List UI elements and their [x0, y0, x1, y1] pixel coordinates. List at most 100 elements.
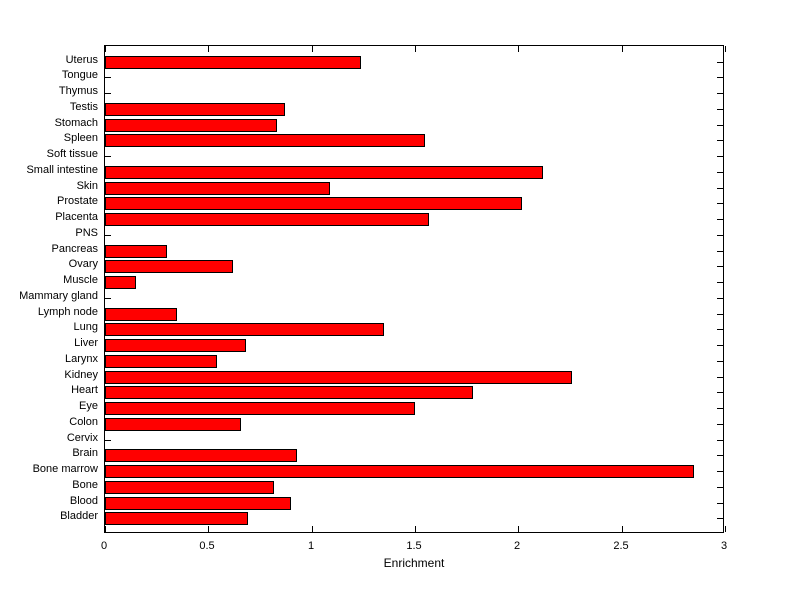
- y-tick-right: [717, 93, 723, 94]
- y-tick-label: Liver: [74, 337, 98, 349]
- bar-heart: [105, 386, 473, 399]
- y-tick-label: Placenta: [55, 211, 98, 223]
- y-tick-right: [717, 235, 723, 236]
- y-tick-label: Heart: [71, 384, 98, 396]
- y-tick-label: Ovary: [68, 258, 98, 270]
- x-tick-top: [622, 46, 623, 52]
- bar-bladder: [105, 512, 248, 525]
- y-tick-label: Bone: [72, 479, 98, 491]
- bar-kidney: [105, 371, 572, 384]
- y-tick-label: Eye: [79, 400, 98, 412]
- y-tick-label: PNS: [75, 227, 98, 239]
- plot-area: [104, 45, 726, 533]
- x-tick-top: [518, 46, 519, 52]
- bar-small-intestine: [105, 166, 543, 179]
- bar-brain: [105, 449, 297, 462]
- y-tick-right: [717, 329, 723, 330]
- x-tick-top: [105, 46, 106, 52]
- x-tick-label: 2.5: [613, 540, 629, 552]
- y-tick-left: [105, 235, 111, 236]
- bar-prostate: [105, 197, 522, 210]
- x-tick-bottom: [312, 526, 313, 532]
- y-tick-label: Lymph node: [37, 306, 98, 318]
- y-tick-right: [717, 314, 723, 315]
- y-tick-right: [717, 203, 723, 204]
- y-tick-right: [717, 361, 723, 362]
- y-tick-left: [105, 77, 111, 78]
- y-tick-right: [717, 424, 723, 425]
- x-tick-bottom: [208, 526, 209, 532]
- y-tick-label: Skin: [76, 180, 98, 192]
- y-tick-left: [105, 156, 111, 157]
- y-tick-right: [717, 392, 723, 393]
- bar-colon: [105, 418, 241, 431]
- y-tick-label: Thymus: [58, 85, 98, 97]
- x-tick-bottom: [105, 526, 106, 532]
- x-tick-label: 1: [307, 540, 315, 552]
- y-tick-right: [717, 471, 723, 472]
- y-tick-left: [105, 440, 111, 441]
- x-tick-label: 1.5: [406, 540, 422, 552]
- y-tick-right: [717, 156, 723, 157]
- y-tick-label: Soft tissue: [46, 148, 98, 160]
- y-tick-right: [717, 140, 723, 141]
- y-tick-label: Brain: [72, 447, 98, 459]
- y-tick-label: Spleen: [63, 132, 98, 144]
- y-tick-label: Larynx: [64, 353, 98, 365]
- y-tick-label: Bladder: [60, 510, 98, 522]
- bar-liver: [105, 339, 246, 352]
- bar-spleen: [105, 134, 425, 147]
- y-tick-right: [717, 282, 723, 283]
- x-tick-bottom: [518, 526, 519, 532]
- y-tick-right: [717, 408, 723, 409]
- y-tick-label: Colon: [69, 416, 98, 428]
- bar-eye: [105, 402, 415, 415]
- y-tick-left: [105, 298, 111, 299]
- y-tick-right: [717, 503, 723, 504]
- bar-testis: [105, 103, 285, 116]
- bar-blood: [105, 497, 291, 510]
- y-tick-label: Small intestine: [26, 164, 98, 176]
- x-tick-label: 2: [513, 540, 521, 552]
- y-tick-label: Bone marrow: [32, 463, 98, 475]
- bar-ovary: [105, 260, 233, 273]
- x-tick-top: [312, 46, 313, 52]
- y-tick-right: [717, 62, 723, 63]
- bar-skin: [105, 182, 330, 195]
- x-axis-title: Enrichment: [383, 556, 445, 570]
- y-tick-right: [717, 345, 723, 346]
- y-tick-label: Uterus: [65, 54, 98, 66]
- x-tick-label: 0: [100, 540, 108, 552]
- bar-placenta: [105, 213, 429, 226]
- y-tick-label: Testis: [69, 101, 98, 113]
- bar-pancreas: [105, 245, 167, 258]
- y-tick-right: [717, 172, 723, 173]
- y-tick-right: [717, 188, 723, 189]
- y-tick-label: Pancreas: [51, 243, 98, 255]
- bar-larynx: [105, 355, 217, 368]
- y-tick-right: [717, 251, 723, 252]
- bar-bone: [105, 481, 274, 494]
- bar-uterus: [105, 56, 361, 69]
- bar-stomach: [105, 119, 277, 132]
- x-tick-bottom: [415, 526, 416, 532]
- y-tick-right: [717, 377, 723, 378]
- y-tick-label: Muscle: [63, 274, 98, 286]
- bar-muscle: [105, 276, 136, 289]
- bar-lung: [105, 323, 384, 336]
- y-tick-right: [717, 77, 723, 78]
- y-tick-right: [717, 487, 723, 488]
- y-tick-label: Stomach: [54, 117, 98, 129]
- y-tick-label: Prostate: [57, 195, 98, 207]
- x-tick-top: [725, 46, 726, 52]
- y-tick-right: [717, 440, 723, 441]
- x-tick-label: 0.5: [199, 540, 215, 552]
- y-tick-right: [717, 298, 723, 299]
- y-tick-label: Cervix: [66, 432, 98, 444]
- bar-bone-marrow: [105, 465, 694, 478]
- y-tick-right: [717, 125, 723, 126]
- y-tick-label: Blood: [69, 495, 98, 507]
- y-tick-label: Mammary gland: [19, 290, 98, 302]
- x-tick-bottom: [622, 526, 623, 532]
